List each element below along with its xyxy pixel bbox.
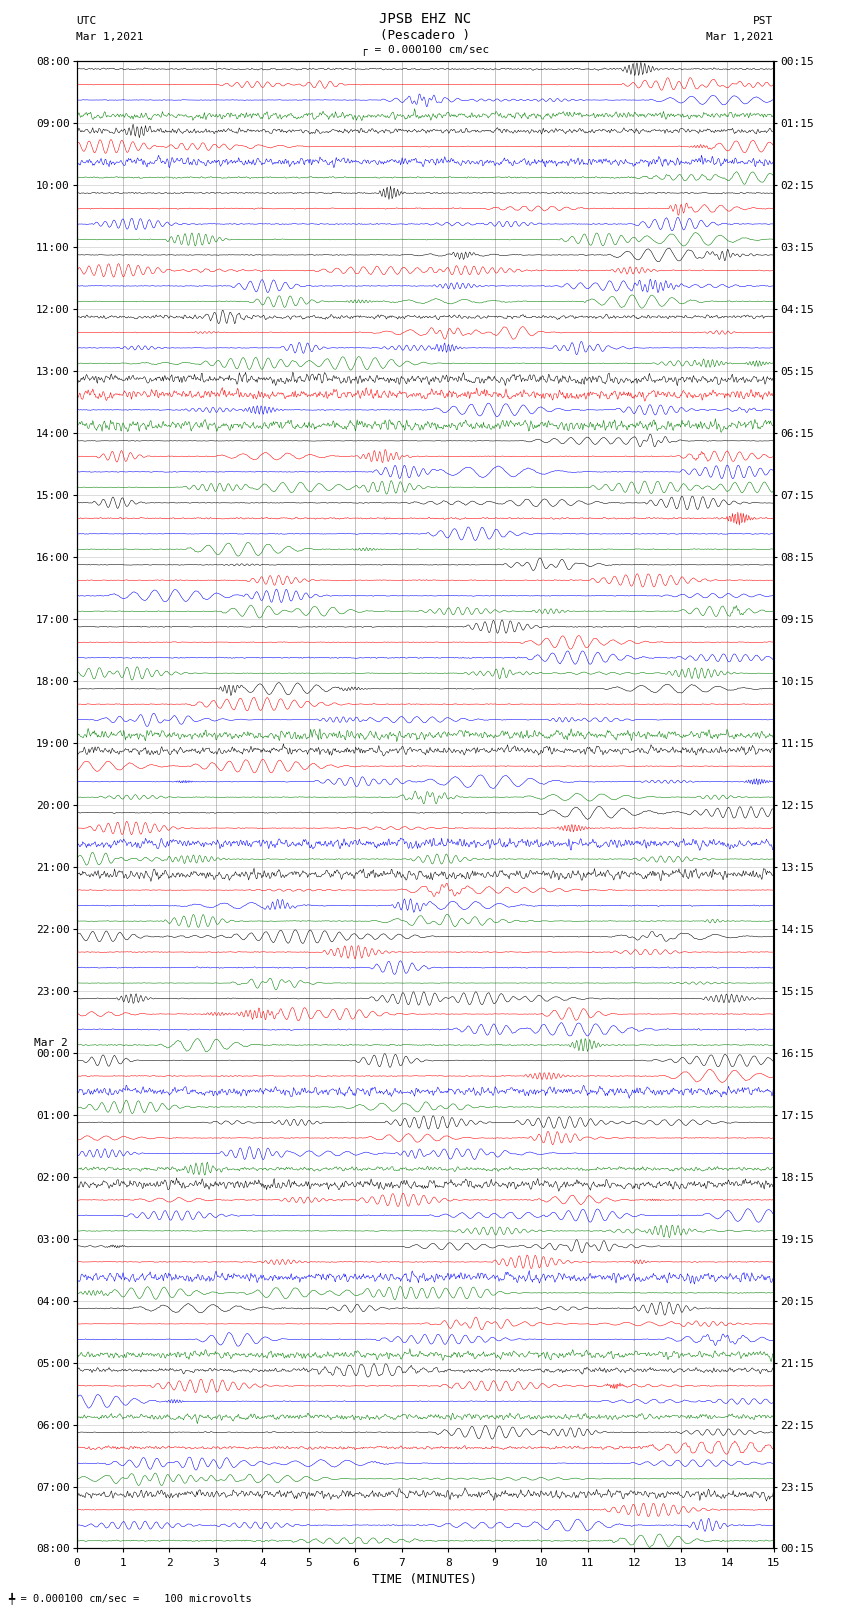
Text: PST: PST [753, 16, 774, 26]
Text: Mar 1,2021: Mar 1,2021 [76, 32, 144, 42]
Text: Mar 2: Mar 2 [34, 1039, 68, 1048]
X-axis label: TIME (MINUTES): TIME (MINUTES) [372, 1573, 478, 1586]
Text: ╇ = 0.000100 cm/sec =    100 microvolts: ╇ = 0.000100 cm/sec = 100 microvolts [8, 1594, 252, 1605]
Text: ┌ = 0.000100 cm/sec: ┌ = 0.000100 cm/sec [361, 45, 489, 56]
Text: JPSB EHZ NC: JPSB EHZ NC [379, 11, 471, 26]
Text: Mar 1,2021: Mar 1,2021 [706, 32, 774, 42]
Text: (Pescadero ): (Pescadero ) [380, 29, 470, 42]
Text: UTC: UTC [76, 16, 97, 26]
